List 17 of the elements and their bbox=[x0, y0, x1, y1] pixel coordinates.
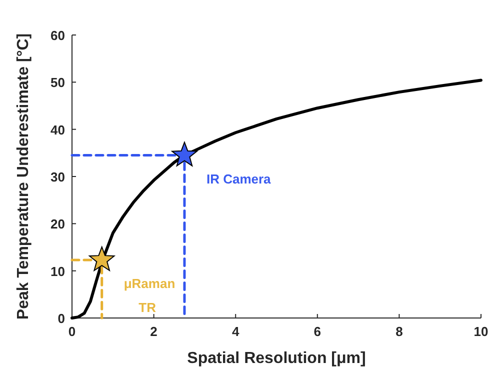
y-tick-label: 40 bbox=[50, 122, 65, 138]
series-label: μRaman TR bbox=[124, 276, 176, 315]
y-tick-label: 50 bbox=[50, 75, 65, 90]
x-tick-label: 0 bbox=[68, 324, 76, 339]
series-label: IR Camera bbox=[206, 171, 272, 186]
y-axis-title: Peak Temperature Underestimate [°C] bbox=[15, 33, 32, 320]
x-tick-label: 8 bbox=[396, 324, 403, 339]
x-tick-label: 2 bbox=[150, 324, 158, 339]
y-tick-label: 10 bbox=[50, 264, 65, 279]
x-tick-label: 10 bbox=[474, 324, 488, 339]
x-axis-title: Spatial Resolution [μm] bbox=[187, 350, 366, 367]
y-tick-label: 30 bbox=[50, 170, 65, 184]
y-tick-label: 0 bbox=[58, 311, 65, 326]
x-tick-label: 4 bbox=[232, 324, 240, 339]
y-tick-label: 60 bbox=[50, 28, 65, 43]
x-tick-label: 6 bbox=[314, 324, 322, 339]
y-tick-label: 20 bbox=[50, 216, 65, 232]
